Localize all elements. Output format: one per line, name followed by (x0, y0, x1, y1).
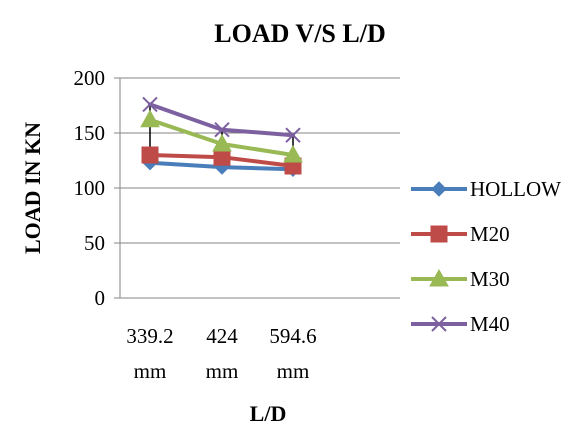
y-tick-label: 0 (95, 286, 106, 310)
x-tick-labels: 339.2 mm 424 mm 594.6 mm (126, 324, 316, 383)
chart-title: LOAD V/S L/D (214, 19, 385, 48)
legend-item-hollow: HOLLOW (411, 177, 561, 201)
y-tick-label: 50 (84, 231, 105, 255)
series (140, 96, 303, 178)
legend-label-hollow: HOLLOW (470, 177, 561, 201)
x-tick-unit: mm (206, 359, 239, 383)
data-point-m30 (140, 109, 160, 128)
x-tick-label: 339.2 (126, 324, 173, 348)
marker-stroke (142, 96, 158, 113)
marker-stroke (285, 127, 301, 143)
y-axis-title: LOAD IN KN (20, 122, 45, 254)
data-point-m20 (213, 148, 231, 166)
data-point-m20 (141, 146, 159, 164)
x-tick-unit: mm (134, 359, 167, 383)
legend-label-m30: M30 (470, 267, 510, 291)
y-tick-labels: 0 50 100 150 200 (74, 66, 106, 310)
data-point-m40 (285, 127, 301, 143)
legend-marker-hollow (431, 181, 447, 197)
data-point-m40 (142, 96, 158, 113)
legend-label-m20: M20 (470, 222, 510, 246)
x-tick-label: 594.6 (269, 324, 316, 348)
legend: HOLLOW M20 M30 M40 (411, 177, 561, 336)
legend-item-m30: M30 (411, 267, 510, 291)
legend-item-m40: M40 (411, 312, 510, 336)
legend-label-m40: M40 (470, 312, 510, 336)
x-axis-title: L/D (250, 401, 287, 426)
marker-stroke (214, 121, 230, 138)
data-point-m30 (212, 133, 232, 152)
marker-stroke (431, 316, 447, 332)
legend-marker-m30 (429, 268, 449, 287)
legend-marker-m40 (431, 316, 447, 332)
x-tick-unit: mm (277, 359, 310, 383)
y-tick-label: 200 (74, 66, 106, 90)
data-point-m30 (283, 144, 303, 163)
legend-item-m20: M20 (411, 222, 510, 246)
y-tick-label: 100 (74, 176, 106, 200)
y-tick-label: 150 (74, 121, 106, 145)
series-m30 (140, 109, 303, 163)
series-m40 (142, 96, 301, 143)
legend-marker-m20 (430, 225, 448, 243)
data-point-m40 (214, 121, 230, 138)
axes (119, 78, 400, 299)
x-tick-label: 424 (206, 324, 238, 348)
